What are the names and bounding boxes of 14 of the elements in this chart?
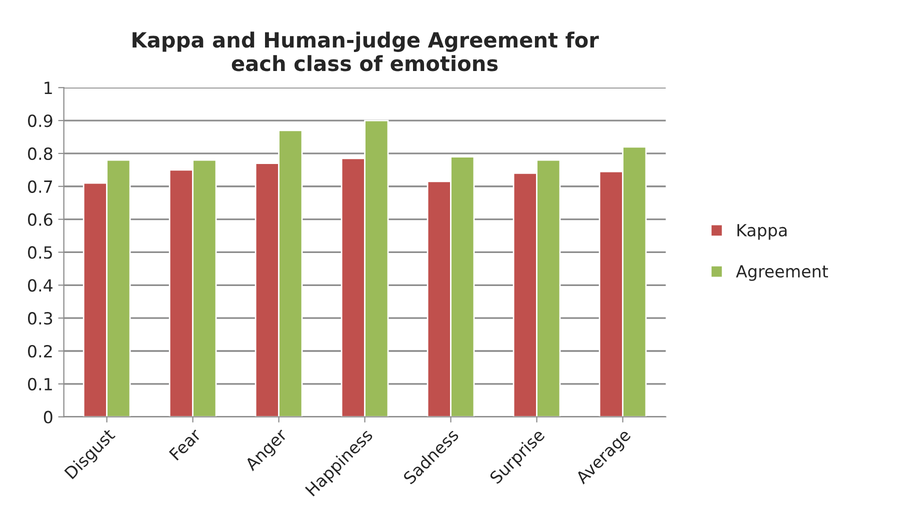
legend-label: Agreement (736, 265, 828, 281)
chart-title: Kappa and Human-judge Agreement for each class of emotions (132, 32, 599, 72)
y-tick-label: 1 (44, 82, 52, 94)
legend-label: Kappa (737, 224, 787, 240)
y-tick-label: 0.6 (28, 213, 52, 226)
y-tick-label: 0.8 (28, 147, 52, 160)
y-tick-label: 0.9 (28, 114, 52, 128)
y-tick-label: 0 (44, 410, 52, 424)
y-tick-label: 0.1 (28, 378, 52, 390)
y-tick-label: 0.7 (28, 180, 52, 193)
y-tick-label: 0.3 (28, 312, 52, 325)
y-tick-label: 0.5 (28, 246, 52, 259)
y-tick-label: 0.4 (28, 279, 52, 292)
y-tick-label: 0.2 (28, 344, 52, 358)
